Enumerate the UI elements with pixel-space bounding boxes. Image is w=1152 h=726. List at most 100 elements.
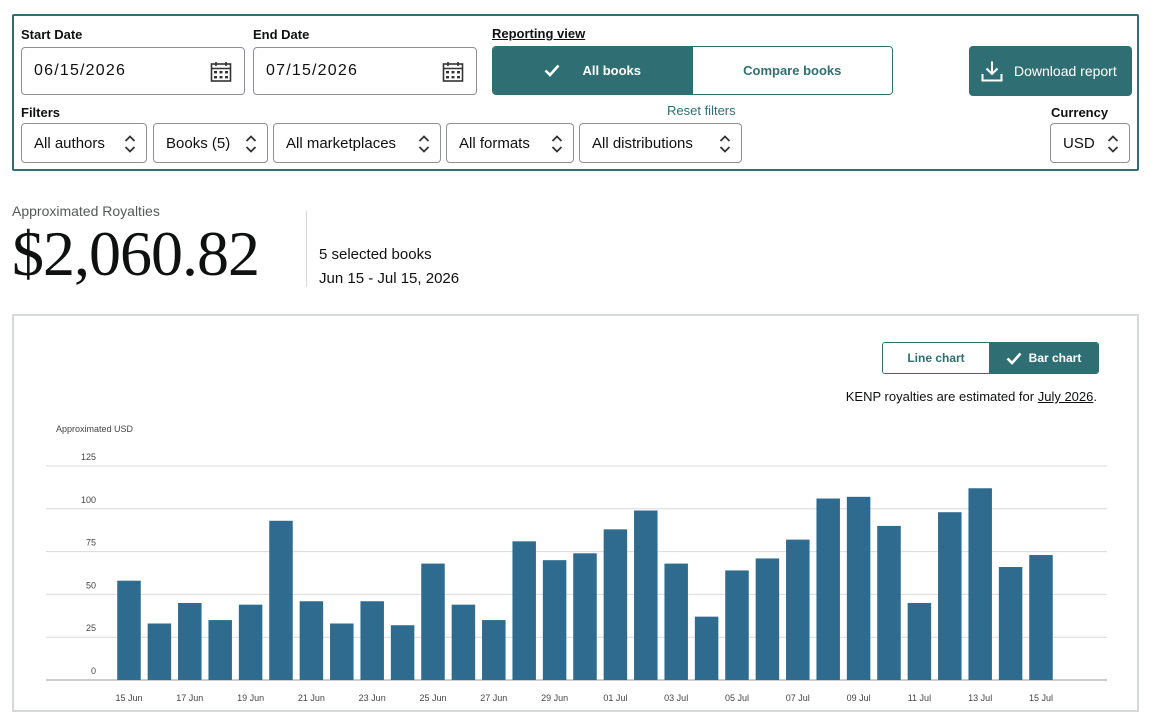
chart-bar[interactable]: 08 Jul: 106 [816, 498, 840, 680]
formats-select[interactable]: All formats [446, 123, 574, 163]
authors-select[interactable]: All authors [21, 123, 147, 163]
download-icon [981, 61, 1003, 82]
end-date-label: End Date [253, 27, 310, 42]
chart-bar[interactable]: 01 Jul: 88 [603, 529, 628, 680]
chart-bar[interactable]: 26 Jun: 44 [451, 604, 476, 680]
royalties-label: Approximated Royalties [12, 203, 160, 219]
x-tick-label: 09 Jul [847, 693, 871, 703]
selected-books-count: 5 selected books [319, 246, 432, 263]
download-report-button[interactable]: Download report [969, 46, 1132, 96]
date-range-text: Jun 15 - Jul 15, 2026 [319, 270, 460, 287]
reporting-view-toggle: All books Compare books [492, 46, 893, 95]
chart-bar[interactable]: 22 Jun: 33 [330, 623, 354, 680]
currency-select[interactable]: USD [1050, 123, 1130, 163]
chart-bar[interactable]: 12 Jul: 98 [938, 512, 962, 680]
chart-bar[interactable]: 23 Jun: 46 [360, 601, 384, 680]
report-filter-panel: Start Date 06/15/2026 End Date 07/15/202… [12, 14, 1139, 171]
chart-bar[interactable]: 03 Jul: 68 [664, 563, 688, 680]
chart-bar[interactable]: 24 Jun: 32 [390, 625, 415, 680]
kenp-note: KENP royalties are estimated for July 20… [846, 389, 1097, 404]
authors-select-value: All authors [34, 134, 105, 152]
start-date-value: 06/15/2026 [34, 62, 127, 79]
kenp-note-text: KENP royalties are estimated for [845, 389, 1038, 404]
filters-label: Filters [21, 105, 61, 120]
x-tick-label: 13 Jul [968, 693, 992, 703]
chart-bar[interactable]: 20 Jun: 93 [269, 520, 293, 680]
chart-bar[interactable]: 09 Jul: 107 [846, 496, 871, 680]
kenp-note-period: . [1093, 389, 1097, 404]
chart-bar[interactable]: 27 Jun: 35 [482, 620, 506, 680]
calendar-icon[interactable] [442, 61, 464, 83]
chart-bar[interactable]: 28 Jun: 81 [512, 541, 536, 680]
x-tick-label: 19 Jun [237, 693, 264, 703]
chart-bar[interactable]: 07 Jul: 82 [786, 539, 810, 680]
checkmark-icon [1006, 352, 1022, 365]
x-tick-label: 07 Jul [786, 693, 810, 703]
chart-bar[interactable]: 02 Jul: 99 [634, 510, 658, 680]
sort-chevron-icon [245, 135, 257, 153]
y-tick-label: 125 [81, 452, 96, 462]
sort-chevron-icon [1107, 135, 1119, 153]
sort-chevron-icon [719, 135, 731, 153]
chart-bar[interactable]: 25 Jun: 68 [421, 563, 445, 680]
start-date-input[interactable]: 06/15/2026 [21, 47, 245, 95]
books-select[interactable]: Books (5) [153, 123, 268, 163]
royalties-amount: $2,060.82 [12, 218, 260, 289]
chart-bar[interactable]: 18 Jun: 35 [208, 620, 232, 680]
chart-bar[interactable]: 17 Jun: 45 [178, 602, 202, 680]
chart-bar[interactable]: 30 Jun: 74 [573, 553, 597, 680]
currency-select-value: USD [1063, 134, 1095, 152]
formats-select-value: All formats [459, 134, 530, 152]
compare-books-option[interactable]: Compare books [692, 47, 892, 94]
y-tick-label: 75 [86, 538, 96, 548]
y-tick-label: 0 [91, 666, 96, 676]
reporting-view-label[interactable]: Reporting view [492, 26, 586, 41]
chart-bar[interactable]: 29 Jun: 70 [542, 560, 567, 680]
chart-bar[interactable]: 19 Jun: 44 [238, 604, 263, 680]
download-report-label: Download report [1014, 63, 1117, 79]
chart-bar[interactable]: 15 Jul: 73 [1029, 555, 1053, 680]
chart-bar[interactable]: 04 Jul: 37 [694, 616, 719, 680]
x-tick-label: 25 Jun [419, 693, 446, 703]
kenp-month-link[interactable]: July 2026 [1037, 389, 1094, 404]
marketplaces-select-value: All marketplaces [286, 134, 397, 152]
compare-books-label: Compare books [743, 63, 842, 78]
chart-bar[interactable]: 05 Jul: 64 [725, 570, 749, 680]
start-date-label: Start Date [21, 27, 83, 42]
y-axis-label: Approximated USD [56, 424, 134, 434]
royalties-chart-card: Line chart Bar chart KENP royalties are … [12, 314, 1139, 712]
x-tick-label: 05 Jul [725, 693, 749, 703]
all-books-label: All books [582, 63, 641, 78]
end-date-input[interactable]: 07/15/2026 [253, 47, 477, 95]
x-tick-label: 11 Jul [908, 693, 931, 703]
marketplaces-select[interactable]: All marketplaces [273, 123, 441, 163]
chart-bar[interactable]: 06 Jul: 71 [755, 558, 780, 680]
chart-bar[interactable]: 13 Jul: 112 [968, 488, 992, 680]
sort-chevron-icon [124, 135, 136, 153]
line-chart-option[interactable]: Line chart [883, 343, 990, 373]
chart-bar[interactable]: 10 Jul: 90 [877, 525, 901, 680]
bar-chart-option[interactable]: Bar chart [989, 343, 1098, 373]
x-tick-label: 23 Jun [359, 693, 386, 703]
distributions-select[interactable]: All distributions [579, 123, 742, 163]
y-tick-label: 50 [86, 580, 96, 590]
checkmark-icon [545, 64, 560, 77]
x-tick-label: 03 Jul [664, 693, 688, 703]
x-tick-label: 15 Jun [115, 693, 142, 703]
calendar-icon[interactable] [210, 61, 232, 83]
chart-bar[interactable]: 16 Jun: 33 [147, 623, 172, 680]
all-books-option[interactable]: All books [493, 47, 693, 94]
chart-bar[interactable]: 14 Jul: 66 [998, 567, 1023, 680]
y-tick-label: 25 [86, 623, 96, 633]
distributions-select-value: All distributions [592, 134, 693, 152]
reset-filters-link[interactable]: Reset filters [667, 103, 736, 118]
chart-bar[interactable]: 15 Jun: 58 [117, 580, 141, 680]
sort-chevron-icon [418, 135, 430, 153]
chart-bar[interactable]: 21 Jun: 46 [299, 601, 324, 680]
x-tick-label: 27 Jun [480, 693, 507, 703]
chart-bar[interactable]: 11 Jul: 45 [907, 602, 932, 680]
x-tick-label: 15 Jul [1029, 693, 1053, 703]
summary-divider [306, 211, 307, 287]
books-select-value: Books (5) [166, 134, 231, 152]
